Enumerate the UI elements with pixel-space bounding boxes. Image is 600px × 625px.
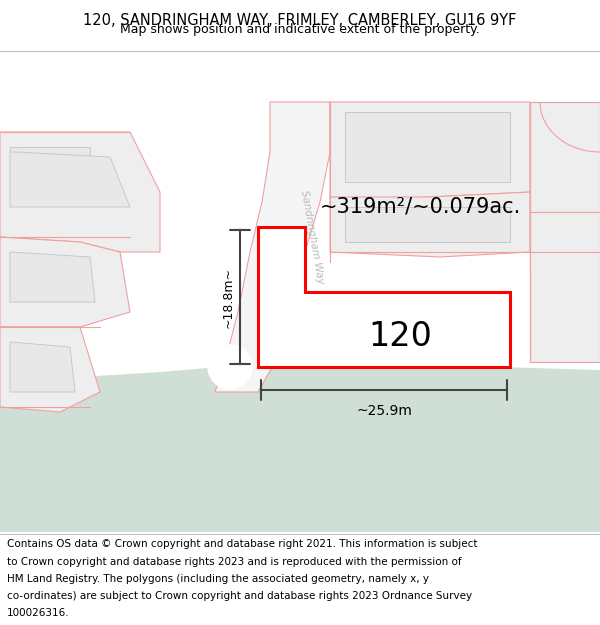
Text: 100026316.: 100026316. xyxy=(7,608,70,618)
Polygon shape xyxy=(290,307,420,357)
Text: ~18.8m~: ~18.8m~ xyxy=(222,266,235,328)
Polygon shape xyxy=(330,102,530,200)
Polygon shape xyxy=(10,252,95,302)
Polygon shape xyxy=(345,207,510,242)
Polygon shape xyxy=(0,362,600,532)
Polygon shape xyxy=(258,227,510,367)
Polygon shape xyxy=(0,237,130,327)
Polygon shape xyxy=(330,192,530,257)
Text: ~319m²/~0.079ac.: ~319m²/~0.079ac. xyxy=(319,197,521,217)
Polygon shape xyxy=(10,152,130,207)
Polygon shape xyxy=(215,102,330,392)
Text: co-ordinates) are subject to Crown copyright and database rights 2023 Ordnance S: co-ordinates) are subject to Crown copyr… xyxy=(7,591,472,601)
Polygon shape xyxy=(345,112,510,182)
Polygon shape xyxy=(0,132,160,252)
Polygon shape xyxy=(0,327,100,412)
Text: ~25.9m: ~25.9m xyxy=(356,404,412,418)
Text: Sandringham Way: Sandringham Way xyxy=(299,189,325,285)
Circle shape xyxy=(208,345,252,389)
Text: Contains OS data © Crown copyright and database right 2021. This information is : Contains OS data © Crown copyright and d… xyxy=(7,539,478,549)
Text: 120: 120 xyxy=(368,321,432,354)
Text: HM Land Registry. The polygons (including the associated geometry, namely x, y: HM Land Registry. The polygons (includin… xyxy=(7,574,429,584)
Polygon shape xyxy=(530,212,600,272)
Text: to Crown copyright and database rights 2023 and is reproduced with the permissio: to Crown copyright and database rights 2… xyxy=(7,557,462,567)
Text: Map shows position and indicative extent of the property.: Map shows position and indicative extent… xyxy=(120,23,480,36)
Text: 120, SANDRINGHAM WAY, FRIMLEY, CAMBERLEY, GU16 9YF: 120, SANDRINGHAM WAY, FRIMLEY, CAMBERLEY… xyxy=(83,13,517,28)
Polygon shape xyxy=(10,147,90,197)
Polygon shape xyxy=(530,252,600,362)
Polygon shape xyxy=(530,102,600,212)
Polygon shape xyxy=(10,342,75,392)
